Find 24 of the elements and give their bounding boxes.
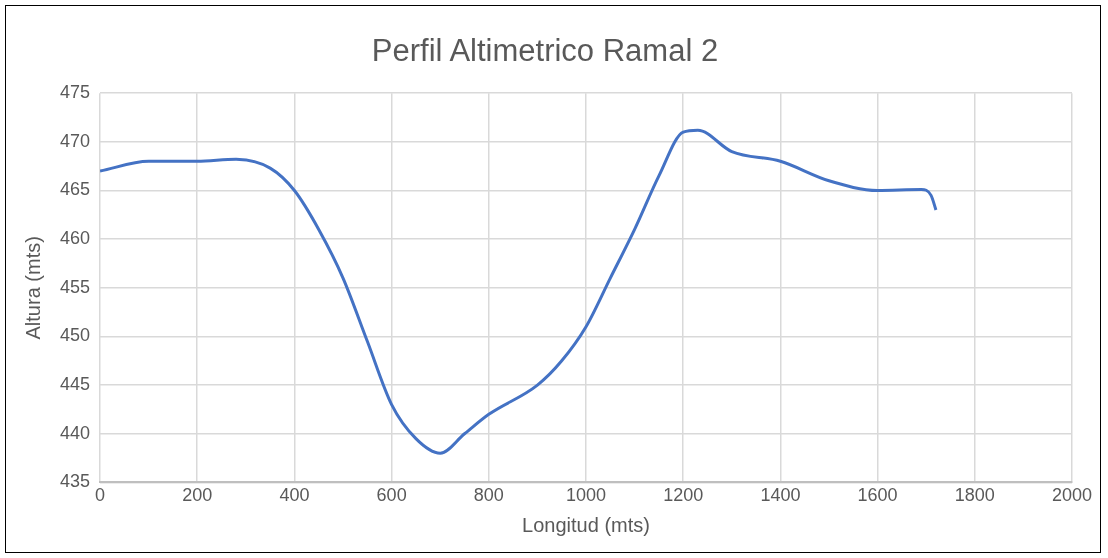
x-tick-label: 0: [95, 485, 106, 506]
x-tick-label: 200: [182, 485, 213, 506]
y-tick-label: 475: [59, 82, 91, 103]
x-axis-title: Longitud (mts): [522, 513, 650, 536]
y-tick-label: 445: [59, 374, 91, 395]
x-tick-label: 1600: [857, 485, 898, 506]
x-tick-label: 1000: [565, 485, 607, 506]
y-tick-label: 455: [59, 276, 91, 297]
chart-title: Perfil Altimetrico Ramal 2: [371, 33, 719, 69]
line-series: [100, 128, 938, 455]
y-tick-label: 440: [59, 422, 91, 443]
y-tick-label: 435: [59, 471, 91, 492]
y-tick-label: 470: [59, 130, 91, 151]
x-tick-label: 1800: [954, 485, 995, 506]
x-tick-label: 800: [473, 485, 504, 506]
x-tick-label: 400: [279, 485, 310, 506]
x-tick-label: 2000: [1051, 485, 1093, 506]
y-tick-label: 465: [59, 179, 91, 200]
y-tick-label: 460: [59, 228, 91, 249]
x-tick-label: 1400: [760, 485, 801, 506]
y-tick-label: 450: [59, 325, 91, 346]
x-tick-label: 1200: [663, 485, 704, 506]
y-axis-title: Altura (mts): [21, 236, 44, 340]
x-tick-label: 600: [376, 485, 407, 506]
